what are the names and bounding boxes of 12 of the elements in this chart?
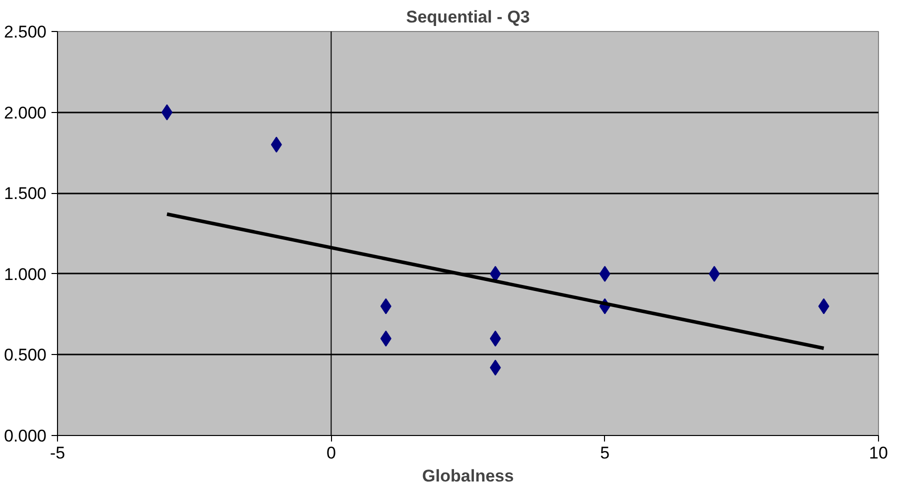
y-tick-label: 1.500 [4, 184, 47, 204]
chart-title: Sequential - Q3 [406, 8, 530, 26]
x-tick-label: 0 [326, 444, 336, 462]
y-tick-label: 2.000 [4, 103, 47, 122]
y-tick-label: 2.500 [4, 22, 47, 42]
y-tick-label: 0.500 [4, 346, 47, 365]
y-tick-label: 1.000 [4, 264, 47, 284]
y-tick-label: 0.000 [4, 426, 47, 446]
x-tick-label: 10 [869, 444, 888, 462]
x-tick-label: 5 [600, 444, 610, 462]
x-tick-label: -5 [50, 444, 66, 462]
x-axis-title: Globalness [422, 466, 514, 486]
